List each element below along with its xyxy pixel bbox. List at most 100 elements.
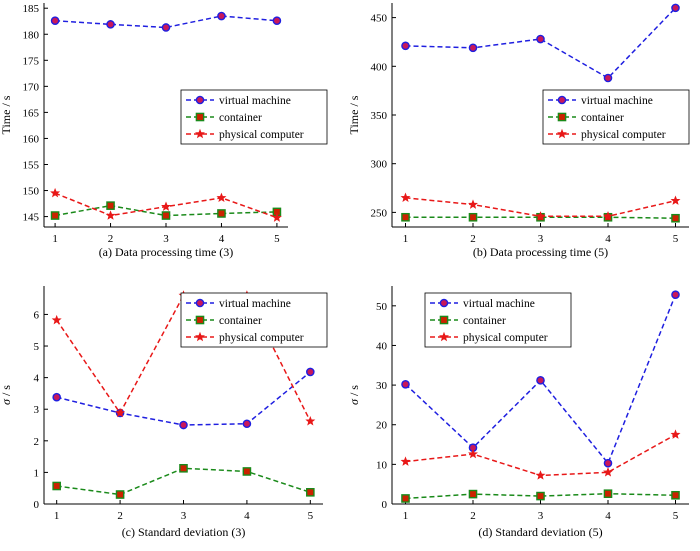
chart-panel-1: 145 150 155 160 165 170 175 180 185 1 2 3 4 5 Time / s… xyxy=(0,3,328,259)
y-axis-unit: / s xyxy=(347,385,361,399)
data-point-virtual-machine xyxy=(217,11,226,21)
data-point-physical-computer xyxy=(50,187,61,198)
y-tick-label: 10 xyxy=(376,459,388,471)
data-point-physical-computer xyxy=(468,448,478,459)
chart-caption: (d) Standard deviation (5) xyxy=(478,525,602,539)
chart-caption: (c) Standard deviation (3) xyxy=(122,525,246,539)
legend-label-container: container xyxy=(581,112,624,124)
data-point-physical-computer xyxy=(603,467,613,477)
data-point-container xyxy=(671,490,680,500)
y-tick-label: 155 xyxy=(23,159,40,171)
data-point-physical-computer xyxy=(115,407,126,418)
data-point-virtual-machine xyxy=(671,3,680,13)
data-point-virtual-machine xyxy=(242,419,252,429)
data-point-container xyxy=(671,213,680,223)
series-line-container xyxy=(405,492,676,500)
data-point-container xyxy=(50,211,60,220)
y-tick-label: 185 xyxy=(23,3,40,15)
legend-label-container: container xyxy=(463,315,506,327)
legend: virtual machine container physical compute… xyxy=(180,292,328,348)
legend-label-virtual-machine: virtual machine xyxy=(463,298,535,310)
data-point-physical-computer xyxy=(603,211,613,221)
data-point-physical-computer xyxy=(51,314,62,325)
x-tick-label: 3 xyxy=(538,233,544,245)
legend-marker-physical-computer xyxy=(195,128,205,139)
y-tick-label: 30 xyxy=(376,380,388,392)
y-tick-label: 2 xyxy=(34,436,40,448)
legend-marker-virtual-machine xyxy=(439,298,449,308)
legend-marker-physical-computer xyxy=(439,331,449,342)
x-tick-label: 5 xyxy=(673,233,679,245)
legend-marker-container xyxy=(195,112,205,122)
data-point-container xyxy=(161,211,171,220)
y-tick-label: 3 xyxy=(34,404,40,416)
x-tick-label: 4 xyxy=(605,510,611,522)
y-tick-label: 175 xyxy=(23,55,40,67)
data-point-physical-computer xyxy=(670,429,681,439)
data-point-physical-computer xyxy=(535,211,546,221)
x-tick-label: 5 xyxy=(673,510,679,522)
x-tick-label: 1 xyxy=(52,233,58,245)
data-point-virtual-machine xyxy=(468,43,478,53)
x-tick-label: 2 xyxy=(108,233,114,245)
legend: virtual machine container physical compute… xyxy=(424,292,572,348)
x-tick-label: 2 xyxy=(117,510,123,522)
x-tick-label: 5 xyxy=(274,233,280,245)
legend-label-physical-computer: physical computer xyxy=(463,332,548,344)
data-point-physical-computer xyxy=(468,199,478,209)
data-point-container xyxy=(242,467,252,476)
y-tick-label: 6 xyxy=(34,309,40,321)
y-axis-label: Time / s xyxy=(347,95,361,134)
legend: virtual machine container physical compute… xyxy=(542,89,690,145)
series-line-physical-computer xyxy=(405,433,676,477)
data-point-virtual-machine xyxy=(50,16,60,26)
data-point-virtual-machine xyxy=(671,290,680,300)
x-tick-label: 4 xyxy=(244,510,250,522)
data-point-virtual-machine xyxy=(161,23,171,32)
x-tick-label: 1 xyxy=(403,510,409,522)
legend-label-container: container xyxy=(219,112,262,124)
data-point-physical-computer xyxy=(105,210,116,220)
legend-label-virtual-machine: virtual machine xyxy=(219,298,291,310)
data-point-container xyxy=(468,489,478,499)
chart-caption: (a) Data processing time (3) xyxy=(99,245,234,259)
data-point-virtual-machine xyxy=(536,376,545,385)
series-line-virtual-machine xyxy=(56,371,311,426)
data-point-virtual-machine xyxy=(536,34,545,44)
y-axis-label: σ / s xyxy=(0,385,13,405)
legend-label-physical-computer: physical computer xyxy=(219,332,304,344)
legend-label-physical-computer: physical computer xyxy=(581,129,666,141)
series-line-container xyxy=(405,216,676,219)
y-axis-unit: / s xyxy=(0,385,13,399)
legend-label-container: container xyxy=(219,315,262,327)
legend-label-virtual-machine: virtual machine xyxy=(219,95,291,107)
y-tick-label: 180 xyxy=(23,29,40,41)
y-tick-label: 145 xyxy=(23,212,40,224)
y-axis-label: Time / s xyxy=(0,95,13,134)
data-point-physical-computer xyxy=(305,415,316,426)
data-point-physical-computer xyxy=(216,192,227,203)
y-tick-label: 0 xyxy=(34,499,40,511)
y-tick-label: 4 xyxy=(34,373,40,385)
legend-marker-container xyxy=(439,315,449,325)
series-line-virtual-machine xyxy=(55,15,277,29)
x-tick-label: 3 xyxy=(538,510,544,522)
x-tick-label: 4 xyxy=(605,233,611,245)
y-tick-label: 20 xyxy=(376,420,388,432)
y-tick-label: 250 xyxy=(371,207,388,219)
legend-marker-virtual-machine xyxy=(557,95,567,105)
legend-marker-container xyxy=(195,315,205,325)
legend-marker-virtual-machine xyxy=(195,298,205,308)
chart-panel-2: 250 300 350 400 450 1 2 3 4 5 Time / s (b) Data pro… xyxy=(347,3,690,259)
data-point-container xyxy=(52,481,61,491)
data-point-virtual-machine xyxy=(401,379,410,389)
y-tick-label: 40 xyxy=(376,340,388,352)
x-tick-label: 3 xyxy=(181,510,187,522)
data-point-virtual-machine xyxy=(179,420,188,430)
x-tick-label: 1 xyxy=(403,233,409,245)
data-point-container xyxy=(217,209,226,218)
data-point-container xyxy=(306,488,315,497)
data-point-physical-computer xyxy=(670,195,681,205)
chart-panel-3: 0 1 2 3 4 5 6 1 2 3 4 5 σ / s (c) Standard deviation … xyxy=(0,286,328,539)
